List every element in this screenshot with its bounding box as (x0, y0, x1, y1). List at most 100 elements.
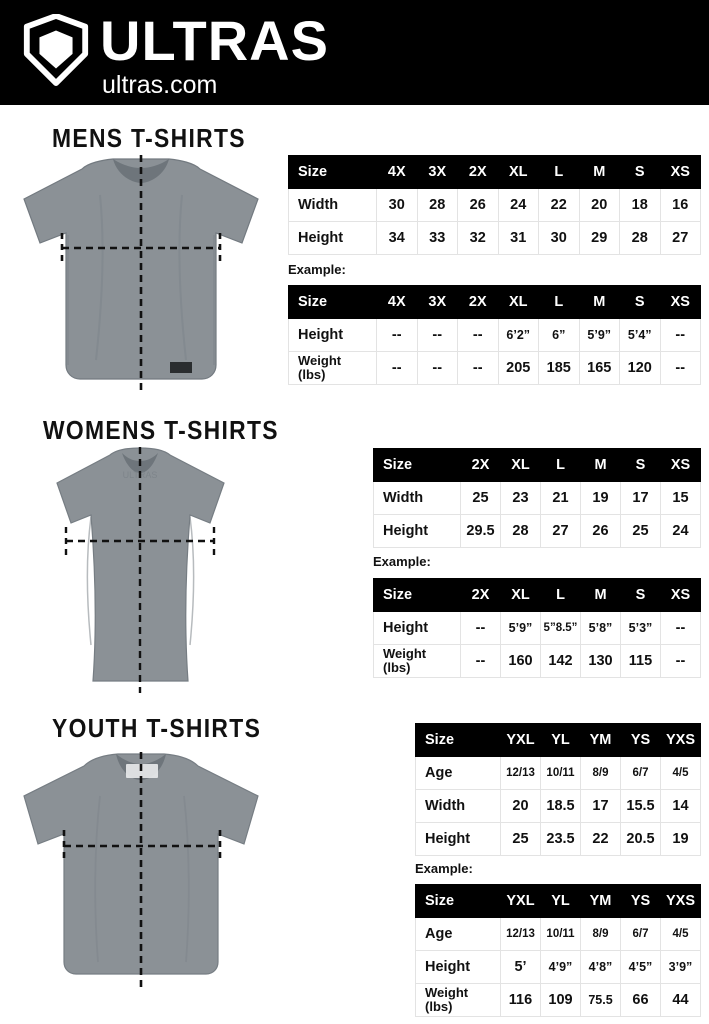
cell: 142 (540, 644, 581, 678)
cell: 27 (659, 221, 701, 255)
cell: 31 (497, 221, 539, 255)
col-header: YL (540, 723, 581, 757)
table-row: Weight (lbs) -- -- -- 205 185 165 120 -- (288, 351, 701, 385)
col-header: Size (288, 285, 377, 319)
col-header: L (540, 448, 581, 482)
youth-size-table: Size YXL YL YM YS YXS Age 12/13 10/11 8/… (415, 723, 701, 856)
cell: 4/5 (660, 917, 701, 951)
cell: 21 (540, 481, 581, 515)
cell: -- (376, 318, 418, 352)
cell: 30 (538, 221, 580, 255)
cell: -- (659, 318, 701, 352)
cell: 44 (660, 983, 701, 1017)
cell: 32 (457, 221, 499, 255)
cell: -- (457, 351, 499, 385)
table-header-row: Size 2X XL L M S XS (373, 448, 701, 482)
cell: 5’9” (578, 318, 620, 352)
col-header: S (620, 578, 661, 612)
cell: 17 (620, 481, 661, 515)
cell: -- (460, 611, 501, 645)
cell: 185 (538, 351, 580, 385)
col-header: XL (497, 155, 539, 189)
col-header: S (619, 285, 661, 319)
row-label: Height (373, 514, 461, 548)
col-header: YS (620, 723, 661, 757)
col-header: YXS (660, 723, 701, 757)
col-header: 3X (416, 155, 458, 189)
cell: 28 (619, 221, 661, 255)
col-header: Size (415, 884, 501, 918)
table-row: Height 5’ 4’9” 4’8” 4’5” 3’9” (415, 950, 701, 984)
cell: 28 (500, 514, 541, 548)
youth-tshirt-illustration (8, 750, 273, 990)
cell: 15 (660, 481, 701, 515)
row-label: Age (415, 756, 501, 790)
womens-example-label: Example: (373, 554, 431, 569)
row-label: Height (373, 611, 461, 645)
cell: -- (416, 318, 458, 352)
row-label-line2: (lbs) (425, 999, 453, 1014)
cell: 109 (540, 983, 581, 1017)
table-row: Height -- 5’9” 5”8.5” 5’8” 5’3” -- (373, 611, 701, 645)
cell: 115 (620, 644, 661, 678)
table-header-row: Size 4X 3X 2X XL L M S XS (288, 155, 701, 189)
womens-tshirt-graphic: ULTRAS (56, 447, 225, 693)
table-header-row: Size 4X 3X 2X XL L M S XS (288, 285, 701, 319)
cell: 22 (580, 822, 621, 856)
youth-example-label: Example: (415, 861, 473, 876)
cell: 120 (619, 351, 661, 385)
cell: 6’2” (497, 318, 539, 352)
mens-size-table: Size 4X 3X 2X XL L M S XS Width 30 28 26… (288, 155, 701, 255)
cell: 23 (500, 481, 541, 515)
cell: 6/7 (620, 917, 661, 951)
col-header: L (538, 155, 580, 189)
col-header: M (578, 285, 620, 319)
table-row: Age 12/13 10/11 8/9 6/7 4/5 (415, 756, 701, 790)
col-header: XS (660, 448, 701, 482)
cell: 25 (500, 822, 541, 856)
table-row: Height 34 33 32 31 30 29 28 27 (288, 221, 701, 255)
row-label: Height (415, 950, 501, 984)
ultras-shield-logo-icon (23, 14, 89, 86)
cell: 20 (578, 188, 620, 222)
col-header: L (540, 578, 581, 612)
row-label: Height (415, 822, 501, 856)
cell: 26 (580, 514, 621, 548)
cell: 130 (580, 644, 621, 678)
cell: 17 (580, 789, 621, 823)
cell: -- (660, 644, 701, 678)
cell: 15.5 (620, 789, 661, 823)
table-row: Width 25 23 21 19 17 15 (373, 481, 701, 515)
section-title-womens: WOMENS T-SHIRTS (43, 415, 279, 445)
cell: 12/13 (500, 917, 541, 951)
cell: -- (376, 351, 418, 385)
cell: 18.5 (540, 789, 581, 823)
cell: 205 (497, 351, 539, 385)
col-header: 4X (376, 285, 418, 319)
cell: 18 (619, 188, 661, 222)
col-header: YXL (500, 884, 541, 918)
col-header: XS (659, 155, 701, 189)
section-title-youth: YOUTH T-SHIRTS (52, 713, 262, 743)
col-header: M (580, 448, 621, 482)
cell: 27 (540, 514, 581, 548)
col-header: S (620, 448, 661, 482)
cell: 29.5 (460, 514, 501, 548)
row-label-line2: (lbs) (383, 660, 411, 675)
youth-tshirt-graphic (23, 752, 259, 988)
col-header: XL (500, 448, 541, 482)
row-label-line1: Weight (298, 353, 342, 369)
col-header: YM (580, 723, 621, 757)
cell: 75.5 (580, 983, 621, 1017)
table-row: Width 20 18.5 17 15.5 14 (415, 789, 701, 823)
col-header: XL (497, 285, 539, 319)
table-row: Weight (lbs) 116 109 75.5 66 44 (415, 983, 701, 1017)
cell: -- (660, 611, 701, 645)
mens-example-table: Size 4X 3X 2X XL L M S XS Height -- -- -… (288, 285, 701, 385)
cell: 24 (660, 514, 701, 548)
cell: 4’9” (540, 950, 581, 984)
cell: 3’9” (660, 950, 701, 984)
table-row: Height 29.5 28 27 26 25 24 (373, 514, 701, 548)
col-header: YXL (500, 723, 541, 757)
cell: 5’ (500, 950, 541, 984)
